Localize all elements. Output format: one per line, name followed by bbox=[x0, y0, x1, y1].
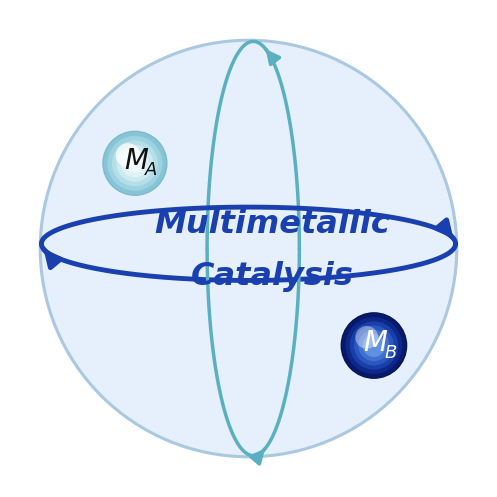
Circle shape bbox=[350, 322, 398, 370]
Circle shape bbox=[125, 154, 145, 173]
Circle shape bbox=[362, 334, 385, 357]
Text: $\mathit{B}$: $\mathit{B}$ bbox=[384, 344, 398, 362]
Text: Multimetallic: Multimetallic bbox=[154, 209, 390, 241]
Circle shape bbox=[121, 149, 149, 177]
Circle shape bbox=[103, 131, 167, 195]
Circle shape bbox=[354, 326, 394, 365]
Circle shape bbox=[40, 40, 457, 457]
Circle shape bbox=[355, 326, 378, 349]
Circle shape bbox=[358, 330, 390, 361]
Circle shape bbox=[107, 136, 163, 191]
Circle shape bbox=[116, 143, 140, 167]
Circle shape bbox=[116, 145, 154, 182]
Text: Catalysis: Catalysis bbox=[191, 261, 353, 292]
Text: $\mathit{M}$: $\mathit{M}$ bbox=[124, 147, 149, 175]
Circle shape bbox=[341, 313, 407, 378]
Circle shape bbox=[345, 317, 403, 374]
Circle shape bbox=[112, 140, 158, 186]
Text: $\mathit{A}$: $\mathit{A}$ bbox=[145, 162, 159, 179]
Text: $\mathit{M}$: $\mathit{M}$ bbox=[363, 329, 388, 357]
